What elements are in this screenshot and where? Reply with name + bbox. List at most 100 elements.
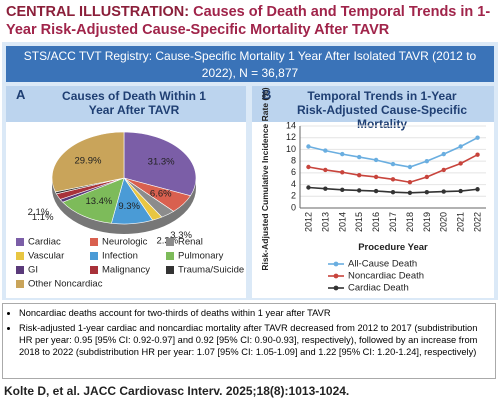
point [424, 174, 430, 180]
point [475, 187, 480, 192]
x-tick-label: 2018 [405, 212, 415, 232]
legend-label: Renal [178, 237, 203, 248]
bullet: Risk-adjusted 1-year cardiac and noncard… [19, 322, 489, 358]
point [373, 188, 379, 194]
y-tick-label: 12 [286, 132, 296, 142]
x-tick-label: 2014 [337, 212, 347, 232]
x-axis-label: Procedure Year [358, 242, 428, 253]
legend-swatch [90, 252, 98, 260]
legend-label: Infection [102, 251, 138, 262]
point [407, 164, 413, 170]
legend-swatch [16, 238, 24, 246]
y-tick-label: 4 [291, 179, 296, 189]
data-label: 9.3% [118, 201, 140, 212]
y-tick-label: 10 [286, 144, 296, 154]
y-tick-label: 0 [291, 202, 296, 212]
point [390, 189, 396, 195]
y-tick-label: 14 [286, 120, 296, 130]
legend-label: Noncardiac Death [348, 271, 424, 282]
legend-label: Neurologic [102, 237, 148, 248]
legend-swatch [166, 238, 174, 246]
point [441, 189, 446, 194]
legend-swatch [16, 252, 24, 260]
data-label: 13.4% [85, 196, 112, 207]
y-axis-label: Risk-Adjusted Cumulative Incidence Rate … [260, 87, 270, 270]
y-tick-label: 2 [291, 191, 296, 201]
panel-letter: B [262, 87, 271, 102]
header: CENTRAL ILLUSTRATION: Causes of Death an… [6, 3, 494, 39]
pie-slice [62, 177, 125, 224]
legend-swatch [90, 238, 98, 246]
legend-swatch [166, 266, 174, 274]
point [475, 152, 480, 157]
point [390, 177, 396, 182]
pie-slice [123, 131, 197, 197]
x-tick-label: 2020 [439, 212, 449, 232]
data-label: 1.1% [32, 212, 54, 223]
banner: STS/ACC TVT Registry: Cause-Specific Mor… [6, 46, 494, 82]
legend-swatch [90, 266, 98, 274]
legend-label: All-Cause Death [348, 259, 417, 270]
point [424, 189, 430, 195]
x-tick-label: 2015 [354, 212, 364, 232]
legend-label: Vascular [28, 251, 64, 262]
panel-title-bg [6, 86, 246, 122]
point [356, 173, 362, 178]
pie-slice [51, 131, 125, 193]
point [441, 167, 446, 173]
legend-marker [333, 273, 339, 279]
point [475, 135, 480, 140]
x-tick-label: 2021 [456, 212, 466, 232]
point [306, 144, 311, 149]
point [458, 161, 463, 166]
legend-label: Malignancy [102, 265, 150, 276]
y-tick-label: 6 [291, 167, 296, 177]
point [407, 190, 413, 195]
legend-swatch [16, 280, 24, 288]
legend-marker [333, 261, 339, 267]
panel-title-bg [252, 86, 494, 122]
data-label: 29.9% [74, 156, 101, 167]
point [306, 164, 311, 170]
data-label: 2.1% [28, 207, 50, 218]
legend-marker [333, 285, 339, 291]
pie-chart: A Causes of Death Within 1 Year After TAV… [6, 86, 246, 298]
panel-title: Temporal Trends in 1-Year Risk-Adjusted C… [297, 89, 467, 131]
legend-swatch [166, 252, 174, 260]
data-label: 3.3% [170, 230, 192, 241]
key-points: Noncardiac deaths account for two-thirds… [2, 303, 496, 379]
x-tick-label: 2013 [320, 212, 330, 232]
point [407, 180, 413, 185]
line-chart: B Temporal Trends in 1-Year Risk-Adjusted… [252, 86, 494, 298]
legend-label: Pulmonary [178, 251, 224, 262]
point [458, 188, 463, 194]
y-tick-label: 8 [291, 156, 296, 166]
panel-letter: A [16, 87, 26, 102]
legend-label: Cardiac Death [348, 283, 409, 294]
legend-label: Trauma/Suicide [178, 265, 244, 276]
point [323, 186, 328, 191]
legend-swatch [16, 266, 24, 274]
panel-title: Causes of Death Within 1 Year After TAVR [62, 89, 206, 117]
legend-label: GI [28, 265, 38, 276]
citation: Kolte D, et al. JACC Cardiovasc Interv. … [4, 384, 350, 398]
point [424, 158, 430, 164]
point [340, 187, 345, 193]
point [373, 157, 379, 163]
point [356, 154, 362, 160]
point [323, 167, 328, 173]
point [356, 188, 362, 193]
x-tick-label: 2017 [388, 212, 398, 232]
point [373, 174, 379, 180]
bullet: Noncardiac deaths account for two-thirds… [19, 307, 489, 319]
point [340, 151, 345, 157]
point [306, 185, 311, 190]
legend-label: Other Noncardiac [28, 279, 103, 290]
point [323, 148, 328, 153]
data-label: 6.6% [150, 189, 172, 200]
legend-label: Cardiac [28, 237, 61, 248]
x-tick-label: 2012 [303, 212, 313, 232]
data-label: 31.3% [148, 157, 175, 168]
x-tick-label: 2022 [473, 212, 483, 232]
